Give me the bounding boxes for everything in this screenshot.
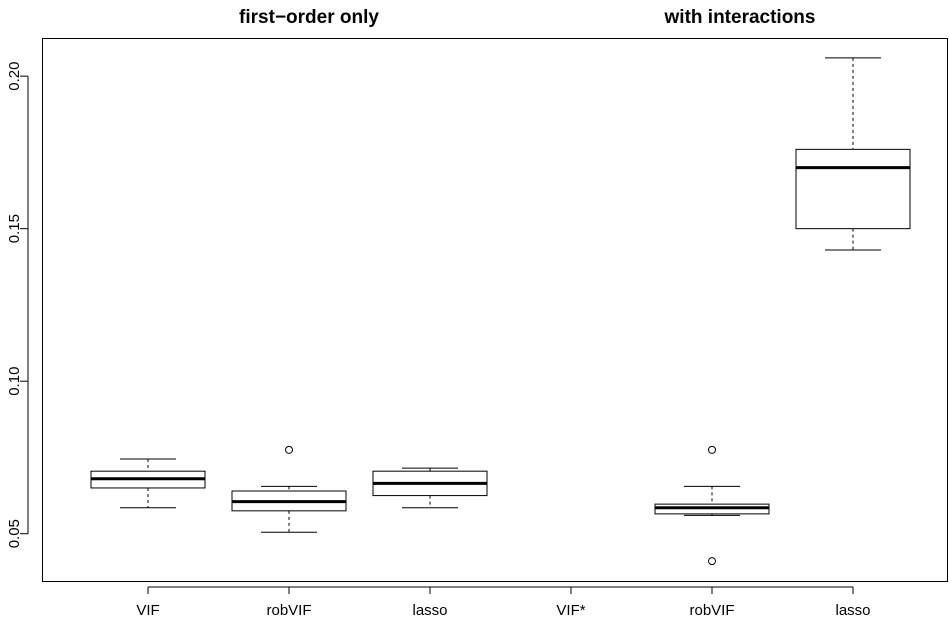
y-axis: 0.05 0.10 0.15 0.20 <box>6 62 29 548</box>
box-1 <box>90 458 206 509</box>
x-tick-label: VIF* <box>556 602 585 619</box>
outlier-point <box>708 557 716 566</box>
boxes <box>90 57 911 566</box>
x-tick-label: robVIF <box>689 602 734 619</box>
box-3 <box>372 467 488 509</box>
plot-frame <box>42 38 948 582</box>
y-tick-label: 0.15 <box>6 214 23 243</box>
x-tick-label: lasso <box>835 602 870 619</box>
section-titles: first−order only with interactions <box>239 7 815 28</box>
x-axis: VIF robVIF lasso VIF* robVIF lasso <box>136 586 871 619</box>
y-tick-label: 0.10 <box>6 367 23 396</box>
interquartile-box <box>795 148 911 230</box>
x-tick-label: robVIF <box>266 602 311 619</box>
y-tick-label: 0.20 <box>6 62 23 91</box>
outlier-point <box>285 445 293 454</box>
x-tick-label: VIF <box>136 602 159 619</box>
x-tick-label: lasso <box>412 602 447 619</box>
section-title-2: with interactions <box>664 7 816 28</box>
outlier-point <box>708 445 716 454</box>
section-title-1: first−order only <box>239 7 379 28</box>
box-5 <box>654 445 770 566</box>
box-2 <box>231 445 347 533</box>
box-6 <box>795 57 911 251</box>
y-tick-label: 0.05 <box>6 519 23 548</box>
